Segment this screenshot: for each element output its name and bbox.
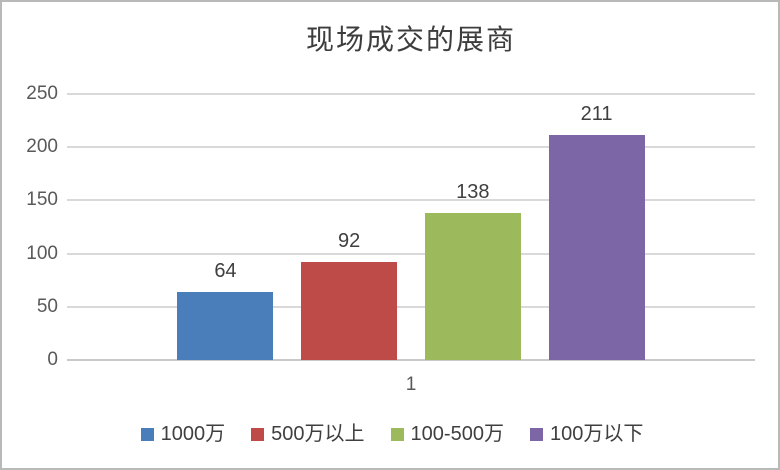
y-tick-label: 0 [47,349,58,370]
y-tick-label: 50 [36,295,58,317]
gridline [67,252,755,255]
bar-value-label: 92 [338,230,361,253]
legend-color-swatch [529,427,543,441]
gridline [67,305,755,308]
chart-bar-1 [301,262,398,360]
bar-value-label: 64 [214,259,237,282]
legend-item-2: 100-500万 [390,422,504,446]
y-tick-label: 250 [26,83,58,104]
gridline [67,359,755,361]
legend-color-swatch [251,427,265,441]
bar-value-label: 138 [456,181,490,204]
legend-item-1: 500万以上 [251,422,365,446]
legend-label: 100-500万 [410,423,504,445]
legend-color-swatch [390,427,404,441]
chart-bar-0 [177,291,274,360]
legend: 1000万 500万以上 100-500万 100万以下 [2,422,778,446]
legend-label: 100万以下 [549,423,644,445]
bar-value-label: 211 [580,103,613,126]
legend-color-swatch [140,427,154,441]
chart-title: 现场成交的展商 [305,25,516,56]
x-axis-tick-label: 1 [405,374,417,395]
chart-bar-2 [424,213,521,360]
legend-item-3: 100万以下 [529,422,644,446]
gridline [67,93,755,95]
gridline [67,199,755,202]
y-tick-label: 150 [26,189,58,211]
y-tick-label: 200 [26,136,58,158]
chart-bar-3 [548,135,645,360]
legend-item-0: 1000万 [140,422,226,446]
legend-label: 1000万 [160,423,226,445]
y-tick-label: 100 [26,242,58,264]
legend-label: 500万以上 [271,423,365,445]
gridline [67,146,755,149]
